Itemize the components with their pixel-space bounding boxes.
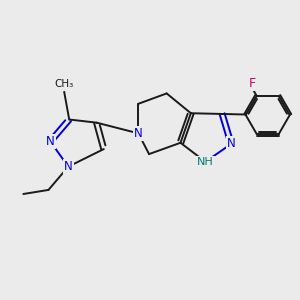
Text: N: N (64, 160, 73, 173)
Text: NH: NH (197, 157, 214, 167)
Text: N: N (134, 127, 143, 140)
Text: F: F (249, 77, 256, 90)
Text: N: N (227, 137, 236, 151)
Text: N: N (46, 135, 55, 148)
Text: CH₃: CH₃ (55, 79, 74, 89)
